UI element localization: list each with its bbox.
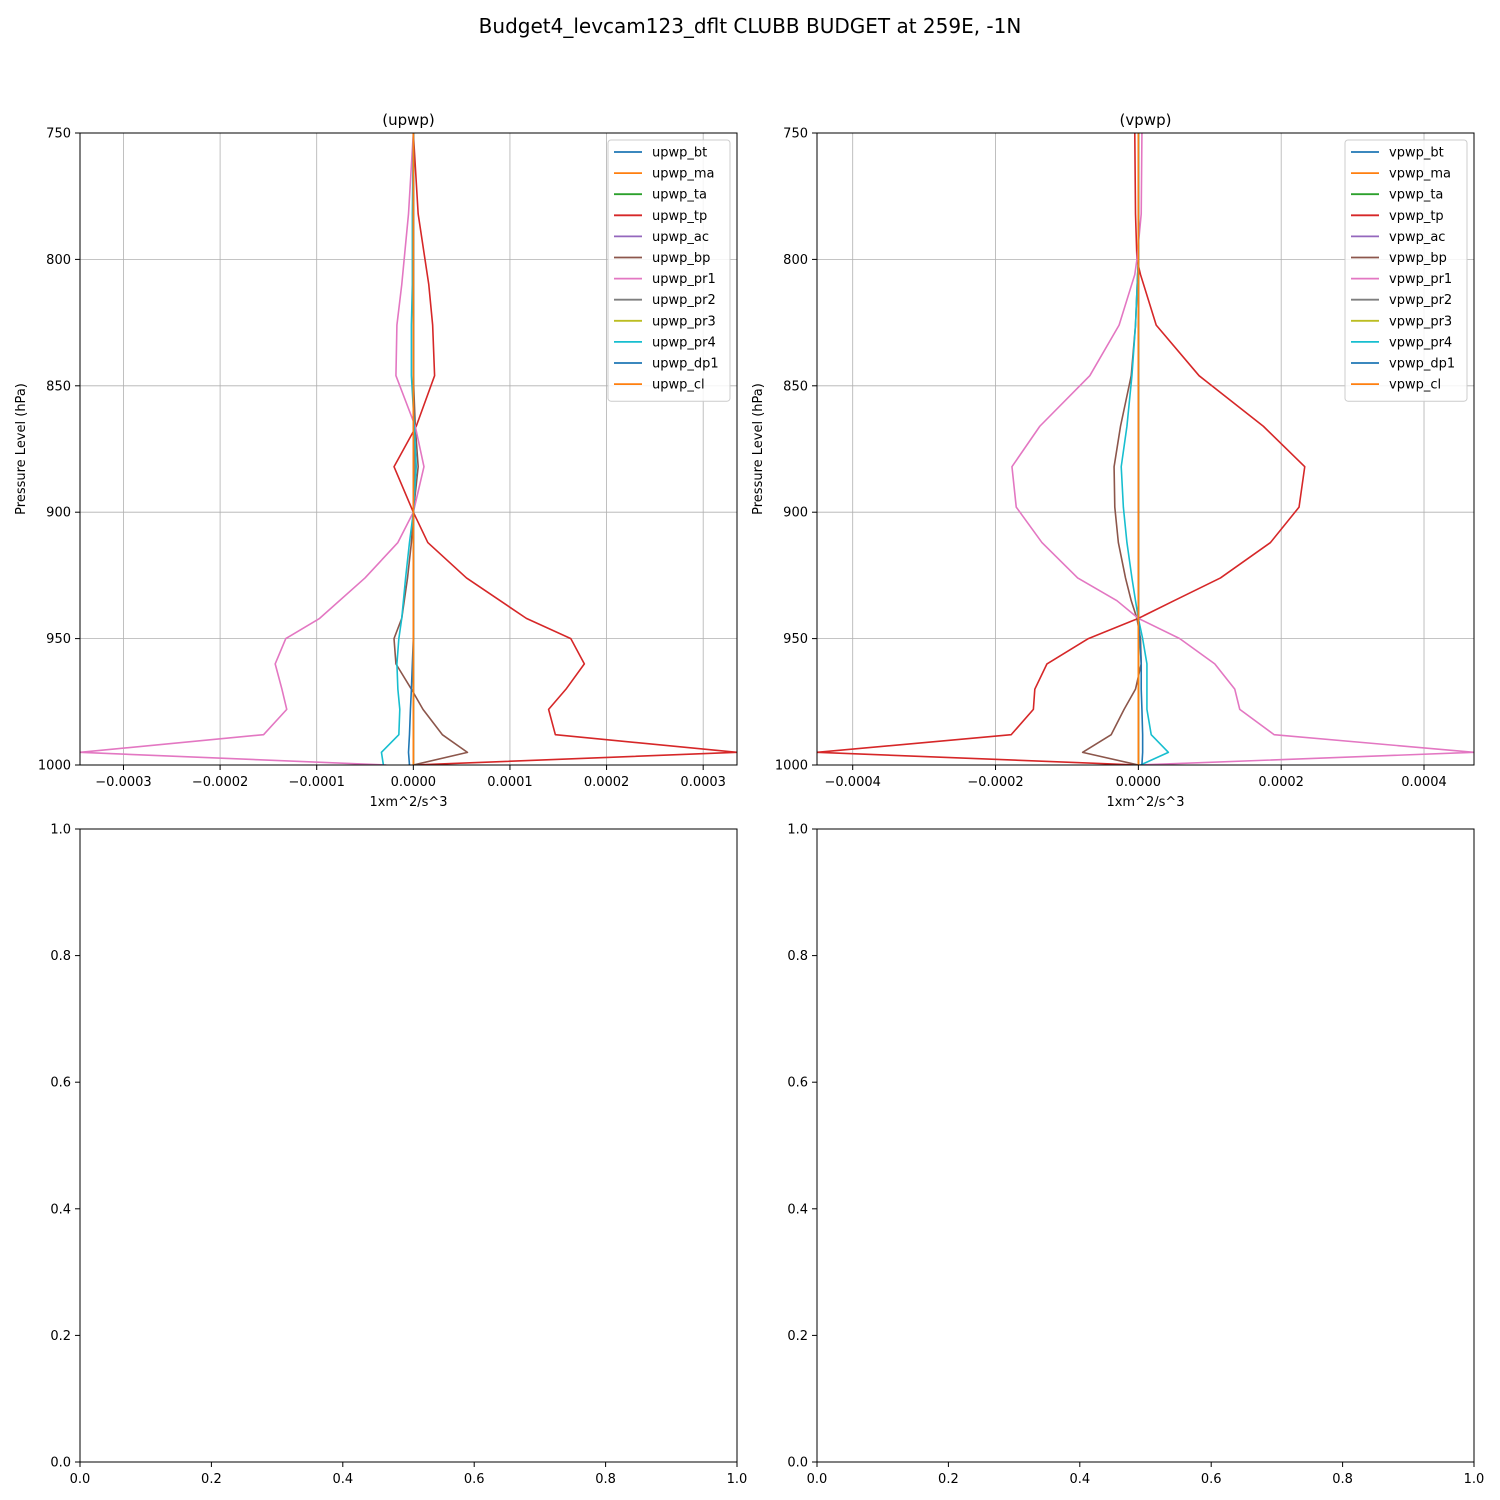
series-line-upwp_tp (393, 133, 737, 765)
legend-label: vpwp_pr2 (1389, 293, 1452, 308)
y-tick-label: 850 (783, 379, 808, 394)
x-tick-label: 0.0004 (1401, 775, 1447, 790)
x-tick-label: 0.4 (1069, 1472, 1090, 1487)
x-tick-label: 0.4 (332, 1472, 353, 1487)
x-tick-label: −0.0004 (825, 775, 881, 790)
y-tick-label: 0.6 (787, 1076, 808, 1091)
x-axis-label: 1xm^2/s^3 (369, 795, 447, 810)
legend-label: vpwp_pr4 (1389, 335, 1452, 350)
series-line-upwp_pr1 (80, 133, 425, 765)
legend-label: vpwp_pr1 (1389, 272, 1452, 287)
y-tick-label: 950 (46, 632, 71, 647)
y-tick-label: 0.4 (787, 1202, 808, 1217)
y-tick-label: 900 (783, 506, 808, 521)
x-tick-label: 0.0002 (584, 775, 630, 790)
x-axis-label: 1xm^2/s^3 (1106, 795, 1184, 810)
x-tick-label: 0.6 (464, 1472, 485, 1487)
y-tick-label: 750 (46, 127, 71, 142)
x-tick-label: 1.0 (727, 1472, 748, 1487)
legend-label: upwp_dp1 (652, 357, 719, 372)
legend-box (1344, 139, 1468, 402)
series-line-vpwp_tp (817, 133, 1306, 765)
legend-label: upwp_pr2 (652, 293, 716, 308)
x-tick-label: 0.0002 (1258, 775, 1304, 790)
figure-title: Budget4_levcam123_dflt CLUBB BUDGET at 2… (478, 14, 1022, 38)
axes-frame (79, 828, 738, 1463)
chart-title: (upwp) (382, 111, 435, 129)
y-tick-label: 0.6 (50, 1076, 71, 1091)
legend-label: upwp_cl (652, 378, 705, 393)
series-line-vpwp_pr1 (1011, 133, 1474, 765)
y-axis-label: Pressure Level (hPa) (751, 383, 766, 515)
x-tick-label: 0.6 (1201, 1472, 1222, 1487)
y-tick-label: 0.8 (787, 949, 808, 964)
y-tick-label: 900 (46, 506, 71, 521)
y-tick-label: 1000 (38, 759, 71, 774)
y-tick-label: 1000 (775, 759, 808, 774)
x-tick-label: −0.0003 (95, 775, 151, 790)
x-tick-label: −0.0002 (967, 775, 1023, 790)
y-axis-label: Pressure Level (hPa) (14, 383, 29, 515)
legend-label: vpwp_bt (1389, 146, 1444, 161)
y-tick-label: 750 (783, 127, 808, 142)
x-tick-label: 0.0003 (680, 775, 726, 790)
y-tick-label: 0.0 (50, 1456, 71, 1471)
legend-label: upwp_ma (652, 167, 715, 182)
legend-label: vpwp_ta (1389, 188, 1443, 203)
x-tick-label: −0.0002 (192, 775, 248, 790)
legend-label: vpwp_ac (1389, 230, 1445, 245)
x-tick-label: 0.0000 (391, 775, 437, 790)
legend-label: vpwp_cl (1389, 378, 1441, 393)
x-tick-label: 0.8 (595, 1472, 616, 1487)
y-tick-label: 0.0 (787, 1456, 808, 1471)
y-tick-label: 800 (46, 253, 71, 268)
legend-label: upwp_ac (652, 230, 709, 245)
legend-label: upwp_ta (652, 188, 707, 203)
legend-box (607, 139, 731, 402)
legend-label: vpwp_ma (1389, 167, 1451, 182)
legend-label: upwp_bp (652, 251, 710, 266)
y-tick-label: 1.0 (787, 823, 808, 838)
y-tick-label: 1.0 (50, 823, 71, 838)
x-tick-label: 0.8 (1332, 1472, 1353, 1487)
series-line-vpwp_pr4 (1120, 133, 1170, 765)
series-line-upwp_pr4 (380, 133, 418, 765)
y-tick-label: 850 (46, 379, 71, 394)
y-tick-label: 0.2 (787, 1329, 808, 1344)
x-tick-label: 0.0 (70, 1472, 91, 1487)
x-tick-label: 1.0 (1464, 1472, 1485, 1487)
y-tick-label: 950 (783, 632, 808, 647)
axes-frame (816, 828, 1475, 1463)
chart-title: (vpwp) (1120, 111, 1172, 129)
axes-frame (816, 132, 1475, 766)
x-tick-label: 0.0001 (487, 775, 533, 790)
legend-label: upwp_pr4 (652, 335, 716, 350)
x-tick-label: −0.0001 (289, 775, 345, 790)
legend-label: vpwp_pr3 (1389, 314, 1452, 329)
y-tick-label: 800 (783, 253, 808, 268)
legend-label: upwp_tp (652, 209, 707, 224)
legend-label: vpwp_bp (1389, 251, 1447, 266)
legend-label: vpwp_dp1 (1389, 357, 1455, 372)
y-tick-label: 0.8 (50, 949, 71, 964)
x-tick-label: 0.2 (938, 1472, 959, 1487)
y-tick-label: 0.2 (50, 1329, 71, 1344)
legend-label: upwp_pr1 (652, 272, 716, 287)
axes-frame (79, 132, 738, 766)
legend-label: upwp_bt (652, 146, 707, 161)
legend-label: vpwp_tp (1389, 209, 1444, 224)
x-tick-label: 0.0000 (1116, 775, 1162, 790)
y-tick-label: 0.4 (50, 1202, 71, 1217)
x-tick-label: 0.2 (201, 1472, 222, 1487)
x-tick-label: 0.0 (807, 1472, 828, 1487)
legend-label: upwp_pr3 (652, 314, 716, 329)
